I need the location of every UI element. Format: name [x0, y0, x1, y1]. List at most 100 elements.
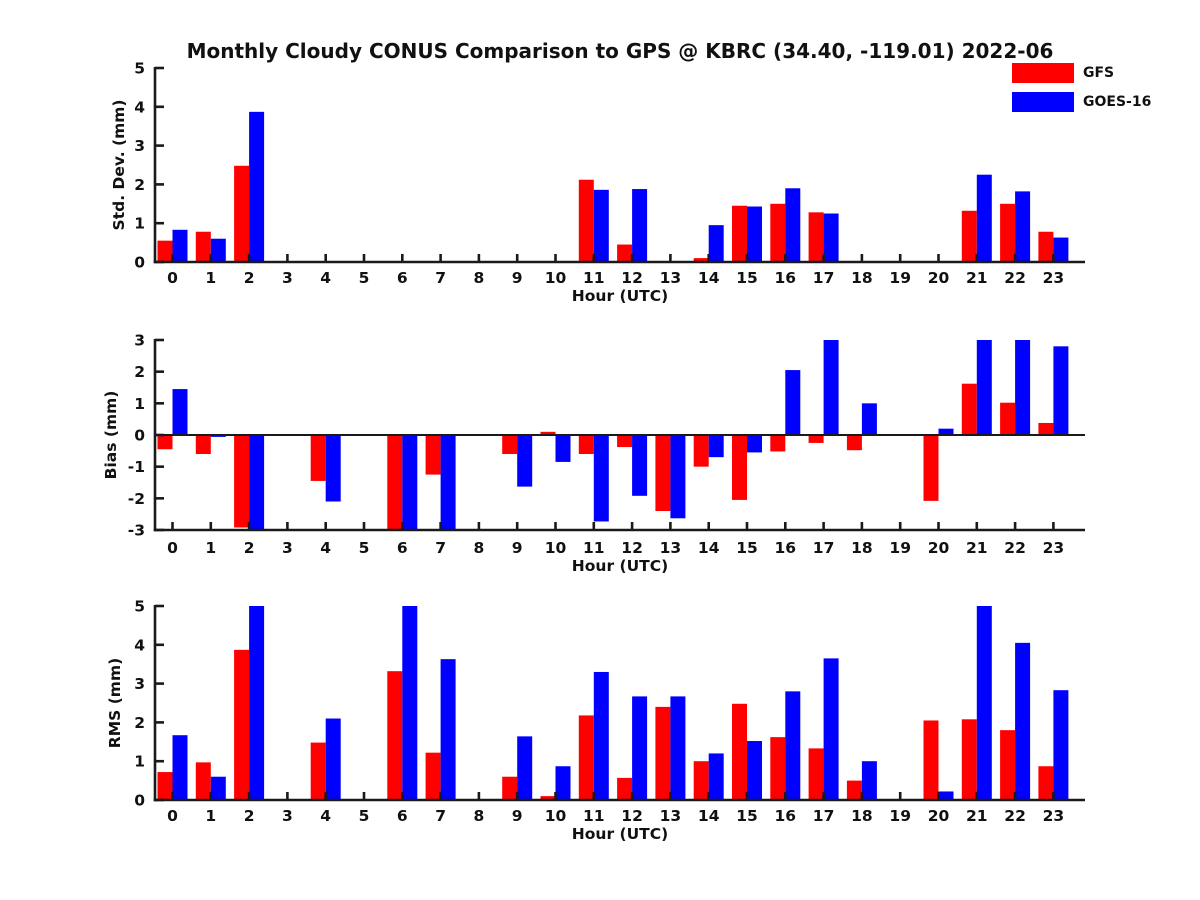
xtick-label: 18 [851, 807, 873, 825]
xtick-label: 12 [621, 269, 643, 287]
xtick-label: 7 [435, 269, 446, 287]
xtick-label: 20 [928, 539, 950, 557]
chart-title: Monthly Cloudy CONUS Comparison to GPS @… [186, 39, 1054, 63]
bar-goes-16-h18 [861, 761, 877, 800]
xtick-label: 5 [359, 539, 370, 557]
xtick-label: 15 [736, 269, 758, 287]
bar-goes-16-h16 [785, 370, 801, 435]
bar-goes-16-h4 [325, 718, 341, 800]
xtick-label: 15 [736, 539, 758, 557]
bar-gfs-h2 [234, 435, 250, 528]
bar-gfs-h1 [195, 762, 211, 800]
bar-goes-16-h20 [938, 791, 954, 800]
bar-gfs-h7 [425, 752, 441, 800]
bar-gfs-h17 [808, 212, 824, 262]
bar-goes-16-h17 [823, 658, 839, 800]
legend-item-gfs: GFS [1012, 63, 1151, 83]
bar-gfs-h23 [1038, 231, 1054, 262]
bar-gfs-h1 [195, 231, 211, 262]
legend: GFS GOES-16 [1012, 63, 1151, 121]
xtick-label: 23 [1043, 807, 1065, 825]
bar-goes-16-h17 [823, 213, 839, 262]
x-axis-label: Hour (UTC) [572, 557, 668, 575]
bar-goes-16-h6 [402, 435, 418, 531]
bar-goes-16-h12 [632, 696, 648, 800]
bar-goes-16-h11 [593, 671, 609, 800]
xtick-label: 0 [167, 807, 178, 825]
xtick-label: 8 [474, 539, 485, 557]
ytick-label: 1 [134, 753, 145, 771]
ytick-label: 2 [134, 176, 145, 194]
legend-swatch-goes16 [1012, 92, 1074, 112]
ytick-label: -3 [128, 522, 145, 540]
bar-goes-16-h14 [708, 225, 724, 262]
xtick-label: 15 [736, 807, 758, 825]
xtick-label: 18 [851, 269, 873, 287]
xtick-label: 5 [359, 269, 370, 287]
x-axis-label: Hour (UTC) [572, 287, 668, 305]
bar-goes-16-h13 [670, 435, 686, 519]
xtick-label: 2 [244, 539, 255, 557]
bar-goes-16-h10 [555, 435, 571, 462]
bar-gfs-h2 [234, 649, 250, 800]
xtick-label: 13 [660, 807, 682, 825]
ytick-label: 2 [134, 714, 145, 732]
bar-goes-16-h16 [785, 691, 801, 800]
xtick-label: 1 [205, 269, 216, 287]
xtick-label: 17 [813, 539, 835, 557]
xtick-label: 10 [545, 269, 567, 287]
bar-goes-16-h23 [1053, 690, 1069, 800]
xtick-label: 5 [359, 807, 370, 825]
y-axis-label: Bias (mm) [102, 391, 120, 480]
bar-goes-16-h13 [670, 696, 686, 800]
ytick-label: 5 [134, 60, 145, 78]
xtick-label: 18 [851, 539, 873, 557]
xtick-label: 6 [397, 807, 408, 825]
xtick-label: 21 [966, 807, 988, 825]
bar-gfs-h15 [732, 435, 747, 500]
xtick-label: 1 [205, 539, 216, 557]
bar-gfs-h20 [923, 435, 939, 501]
xtick-label: 11 [583, 269, 605, 287]
bar-gfs-h7 [425, 435, 441, 475]
xtick-label: 4 [320, 269, 331, 287]
bar-goes-16-h9 [517, 736, 533, 800]
bar-goes-16-h10 [555, 766, 571, 800]
xtick-label: 19 [889, 269, 911, 287]
ytick-label: 0 [134, 254, 145, 272]
bar-goes-16-h15 [747, 206, 762, 262]
xtick-label: 3 [282, 807, 293, 825]
xtick-label: 22 [1004, 807, 1026, 825]
ytick-label: 1 [134, 395, 145, 413]
bar-goes-16-h12 [632, 189, 648, 262]
xtick-label: 1 [205, 807, 216, 825]
ytick-label: 3 [134, 331, 145, 349]
xtick-label: 11 [583, 807, 605, 825]
xtick-label: 4 [320, 539, 331, 557]
bar-goes-16-h23 [1053, 237, 1069, 262]
xtick-label: 23 [1043, 269, 1065, 287]
bar-goes-16-h9 [517, 435, 533, 487]
ytick-label: -2 [128, 490, 145, 508]
bar-gfs-h9 [502, 776, 518, 800]
bar-goes-16-h21 [976, 174, 992, 262]
legend-item-goes16: GOES-16 [1012, 92, 1151, 112]
bar-gfs-h18 [846, 780, 862, 800]
ytick-label: 4 [134, 636, 145, 654]
bar-goes-16-h1 [210, 238, 226, 262]
bar-gfs-h0 [157, 240, 173, 262]
xtick-label: 7 [435, 539, 446, 557]
xtick-label: 8 [474, 807, 485, 825]
bar-gfs-h22 [1000, 203, 1016, 262]
xtick-label: 14 [698, 807, 720, 825]
bar-goes-16-h7 [440, 435, 456, 531]
bar-gfs-h6 [387, 435, 403, 531]
xtick-label: 23 [1043, 539, 1065, 557]
xtick-label: 21 [966, 269, 988, 287]
bar-goes-16-h4 [325, 435, 341, 502]
